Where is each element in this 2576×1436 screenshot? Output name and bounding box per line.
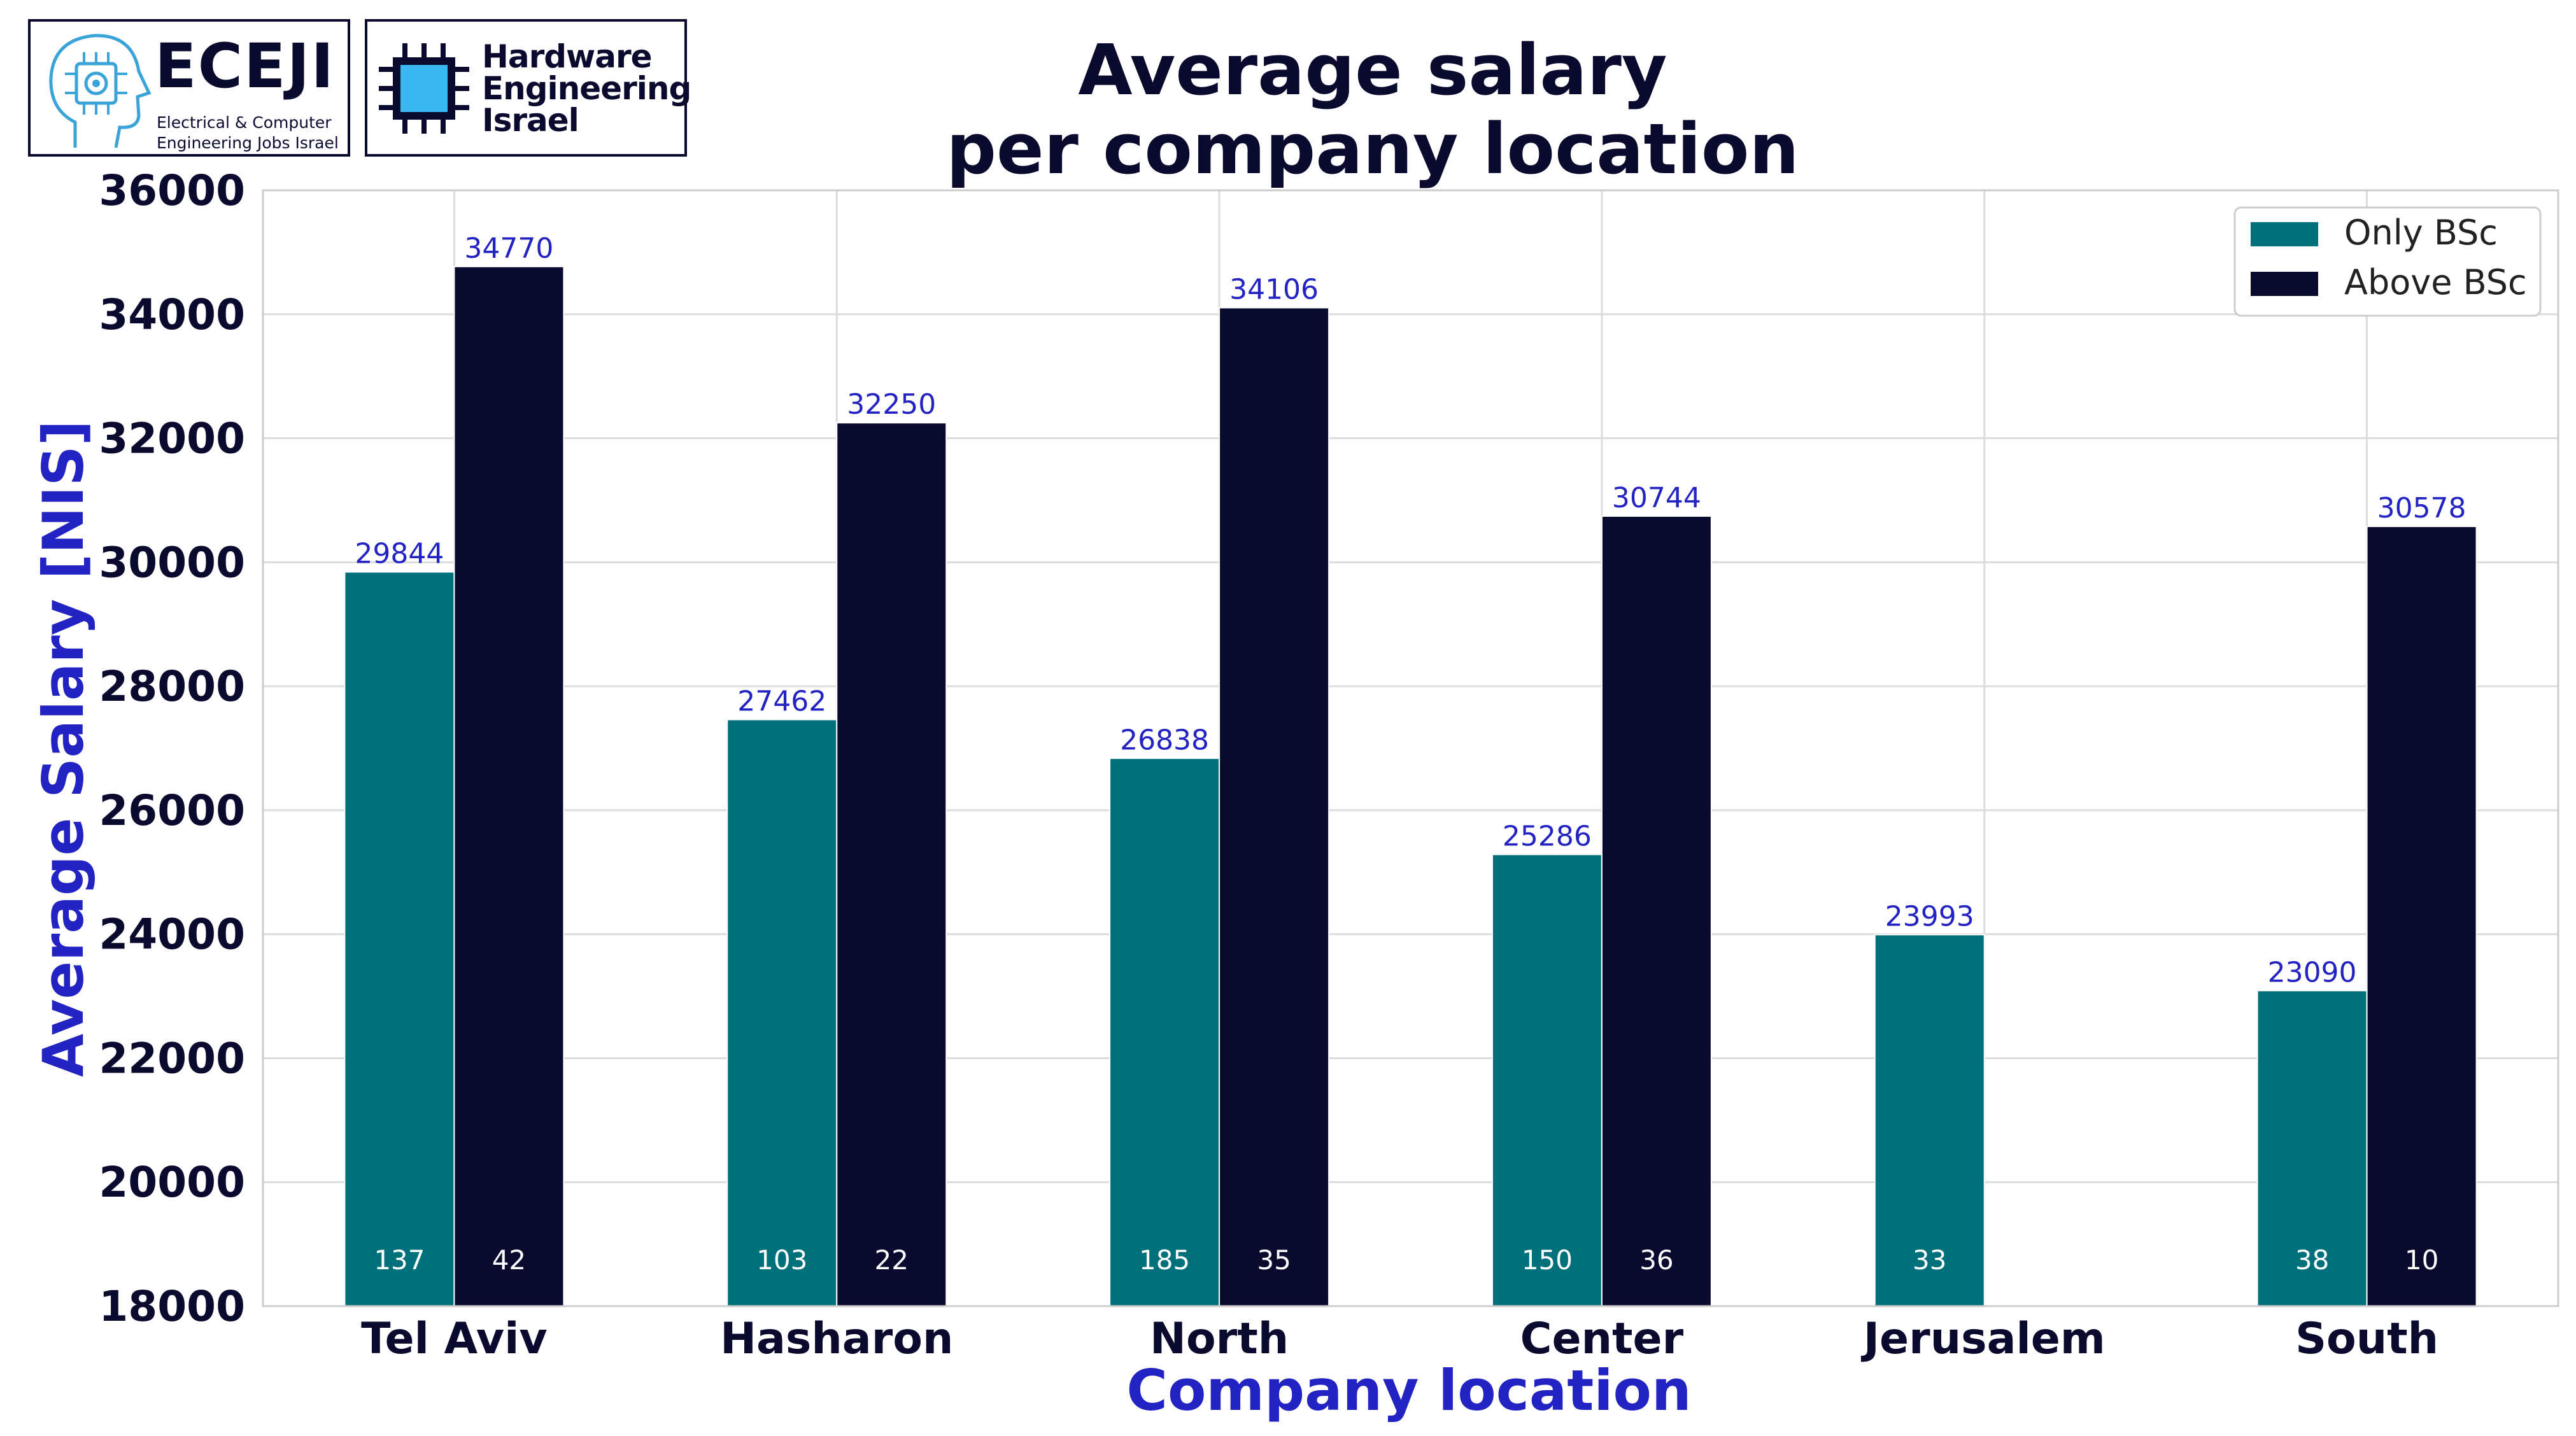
legend-label-above-bsc: Above BSc xyxy=(2344,262,2527,302)
eceji-logo-title: ECEJI xyxy=(155,31,336,102)
count-label-above-bsc-north: 35 xyxy=(1257,1244,1291,1276)
value-label-above-bsc-tel-aviv: 34770 xyxy=(464,232,553,265)
y-tick-label: 26000 xyxy=(99,786,245,835)
x-tick-label-center: Center xyxy=(1520,1314,1684,1364)
legend-swatch-above-bsc xyxy=(2251,272,2318,296)
x-tick-label-tel-aviv: Tel Aviv xyxy=(361,1314,548,1364)
count-label-above-bsc-center: 36 xyxy=(1639,1244,1673,1276)
hei-logo-line-3: Israel xyxy=(482,102,579,139)
hei-logo-line-1: Hardware xyxy=(482,38,653,75)
value-label-above-bsc-hasharon: 32250 xyxy=(847,388,936,421)
value-label-only-bsc-center: 25286 xyxy=(1503,820,1592,852)
bar-only-bsc-center xyxy=(1491,854,1603,1307)
bar-only-bsc-jerusalem xyxy=(1874,934,1985,1307)
eceji-logo-subtitle-1: Electrical & Computer xyxy=(157,113,332,132)
value-label-only-bsc-hasharon: 27462 xyxy=(737,686,826,718)
count-label-only-bsc-center: 150 xyxy=(1522,1244,1573,1276)
count-label-only-bsc-hasharon: 103 xyxy=(756,1244,807,1276)
x-axis-label: Company location xyxy=(1126,1358,1691,1423)
y-tick-label: 18000 xyxy=(99,1282,245,1331)
y-tick-label: 24000 xyxy=(99,910,245,959)
eceji-head-icon xyxy=(49,34,152,148)
plot-frame xyxy=(262,189,2559,1307)
count-label-only-bsc-north: 185 xyxy=(1139,1244,1190,1276)
legend-swatch-only-bsc xyxy=(2251,222,2318,246)
hei-logo-line-2: Engineering xyxy=(482,70,691,107)
legend-label-only-bsc: Only BSc xyxy=(2344,213,2498,253)
value-label-above-bsc-south: 30578 xyxy=(2377,492,2466,524)
value-label-above-bsc-north: 34106 xyxy=(1229,273,1319,306)
y-tick-label: 22000 xyxy=(99,1034,245,1083)
count-label-above-bsc-tel-aviv: 42 xyxy=(492,1244,526,1276)
bar-above-bsc-south xyxy=(2366,526,2477,1307)
chip-icon xyxy=(379,43,469,134)
chart-title-line-1: Average salary xyxy=(1078,29,1667,111)
value-label-only-bsc-tel-aviv: 29844 xyxy=(355,538,444,570)
y-tick-label: 32000 xyxy=(99,414,245,463)
bar-above-bsc-hasharon xyxy=(836,422,947,1307)
x-tick-label-jerusalem: Jerusalem xyxy=(1861,1314,2105,1364)
eceji-logo-subtitle-2: Engineering Jobs Israel xyxy=(157,134,339,152)
y-tick-label: 28000 xyxy=(99,662,245,711)
x-tick-label-north: North xyxy=(1150,1314,1289,1364)
bars xyxy=(344,265,2477,1307)
y-tick-label: 30000 xyxy=(99,538,245,587)
y-tick-label: 36000 xyxy=(99,166,245,215)
y-tick-label: 34000 xyxy=(99,290,245,339)
value-label-only-bsc-jerusalem: 23993 xyxy=(1885,900,1974,933)
eceji-logo: ECEJI Electrical & Computer Engineering … xyxy=(28,19,350,157)
grid-lines xyxy=(263,189,2558,1307)
bar-only-bsc-south xyxy=(2256,990,2368,1307)
bar-labels: 29844 137 27462 103 26838 185 25286 150 23993 33 2… xyxy=(355,232,2466,1276)
bar-only-bsc-hasharon xyxy=(726,719,838,1307)
bar-above-bsc-north xyxy=(1219,307,1330,1307)
count-label-only-bsc-jerusalem: 33 xyxy=(1913,1244,1946,1276)
hardware-engineering-israel-logo: Hardware Engineering Israel xyxy=(365,19,691,157)
legend: Only BSc Above BSc xyxy=(2233,206,2542,317)
bar-only-bsc-tel-aviv xyxy=(344,571,455,1307)
count-label-only-bsc-tel-aviv: 137 xyxy=(374,1244,425,1276)
count-label-only-bsc-south: 38 xyxy=(2295,1244,2329,1276)
y-axis-label: Average Salary [NIS] xyxy=(31,420,96,1077)
bar-above-bsc-tel-aviv xyxy=(453,265,565,1307)
count-label-above-bsc-hasharon: 22 xyxy=(875,1244,909,1276)
y-tick-label: 20000 xyxy=(99,1158,245,1207)
x-tick-label-hasharon: Hasharon xyxy=(720,1314,953,1364)
bar-only-bsc-north xyxy=(1109,757,1221,1307)
value-label-above-bsc-center: 30744 xyxy=(1612,482,1701,514)
bar-above-bsc-center xyxy=(1601,515,1712,1307)
x-tick-label-south: South xyxy=(2295,1314,2438,1364)
value-label-only-bsc-south: 23090 xyxy=(2268,956,2357,989)
chart-title-line-2: per company location xyxy=(946,108,1799,190)
count-label-above-bsc-south: 10 xyxy=(2405,1244,2438,1276)
axis-ticks: 18000 20000 22000 24000 26000 28000 30000 32000… xyxy=(99,166,2438,1364)
value-label-only-bsc-north: 26838 xyxy=(1120,724,1209,756)
